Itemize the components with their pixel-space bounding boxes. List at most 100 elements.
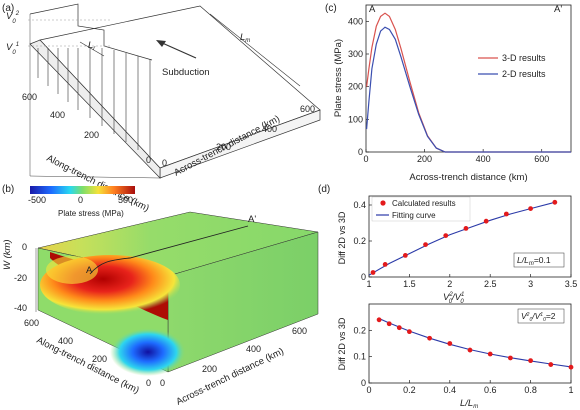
y-tick-label: 0	[361, 272, 366, 282]
colorbar-tick: -500	[28, 195, 46, 205]
data-point	[386, 321, 392, 327]
panel-d: (d) 1 1.5 2 2.5 3 3.5 0 0.2 0.4 Diff 2D vs 3D V2 0/…	[318, 184, 577, 410]
b-x-tick: 400	[246, 344, 261, 354]
x-tick-label: 3.5	[565, 279, 578, 289]
y-tick-label: 200	[348, 82, 363, 92]
legend-marker-calc	[380, 200, 386, 206]
data-point	[427, 335, 432, 341]
y-tick-label: 0.2	[353, 236, 366, 246]
data-point	[370, 270, 376, 275]
y-tick-label: 400	[348, 16, 363, 26]
data-point	[552, 199, 558, 205]
svg-text:V20/V10=2: V20/V10=2	[521, 311, 556, 323]
point-a: A	[86, 265, 93, 276]
data-point	[503, 211, 509, 217]
y-tick-label: 0	[358, 147, 363, 157]
subduction-label: Subduction	[162, 67, 210, 78]
panel-b-label: (b)	[2, 184, 14, 195]
data-point	[407, 329, 412, 335]
b-y-tick: 600	[24, 318, 39, 328]
x-tick-label: 0.6	[484, 385, 497, 395]
b-y-tick: 400	[58, 336, 73, 346]
chart-d-top: 1 1.5 2 2.5 3 3.5 0 0.2 0.4 Diff 2D vs 3D V2 0/V1 0	[337, 195, 578, 305]
stress-cold-field	[110, 328, 186, 376]
data-point	[548, 362, 554, 367]
chart-c: 0 200 400 600 0 100 200 300 400 Across-trench dis…	[333, 4, 572, 183]
d-bottom-x-axis-label: L/Lm	[460, 398, 478, 410]
d-bottom-y-axis-label: Diff 2D vs 3D	[337, 317, 347, 370]
panel-b: (b) -500 0 500 Plate stress (MPa) A A' W…	[2, 184, 319, 408]
svg-text:Lr: Lr	[88, 40, 96, 52]
a-x-tick: 400	[262, 124, 277, 134]
profile-line-a-a-prime	[89, 225, 249, 275]
legend-fit-label: Fitting curve	[392, 211, 436, 220]
panel-a-label: (a)	[2, 3, 14, 14]
v2-label: V02	[6, 11, 20, 25]
b-x-tick: 0	[160, 378, 165, 388]
y-tick-label: 100	[348, 114, 363, 124]
x-tick-label: 0.8	[524, 385, 537, 395]
w-tick: -40	[14, 303, 27, 313]
data-point	[463, 226, 469, 231]
fit-curve	[378, 317, 572, 368]
a-x-tick: 0	[162, 158, 167, 168]
velocity-profile	[29, 3, 153, 61]
x-tick-label: 0	[366, 385, 371, 395]
chart-d-bottom: 0 0.2 0.4 0.6 0.8 1 0 0.1 0.2 Diff 2D vs 3D L/Lm	[337, 303, 574, 410]
y-tick-label: 300	[348, 49, 363, 59]
series-line-3d	[366, 12, 571, 153]
b-x-tick: 600	[292, 326, 307, 336]
point-a-prime: A'	[248, 214, 256, 225]
d-top-annotation: L/Lm=0.1	[513, 252, 565, 268]
data-point	[396, 325, 402, 331]
a-y-axis-label: Along-trench distance (km)	[45, 153, 151, 214]
x-tick-label: 600	[534, 154, 549, 164]
colorbar	[30, 186, 135, 194]
data-point	[568, 364, 574, 370]
panel-c: (c) 0 200 400 600 0 100 200 300 400 Across-trench…	[325, 3, 572, 183]
x-tick-label: 400	[476, 154, 491, 164]
y-tick-label: 0	[361, 378, 366, 388]
lr-dimension: Lr	[79, 40, 105, 57]
svg-text:L/Lm=0.1: L/Lm=0.1	[517, 255, 551, 267]
y-tick-label: 0.2	[353, 325, 366, 335]
fit-curve	[368, 201, 555, 276]
data-point	[443, 233, 449, 239]
d-top-x-axis-label: V2 0/V1 0	[443, 292, 464, 305]
data-point	[467, 347, 473, 353]
a-x-tick: 200	[216, 142, 231, 152]
point-a: A	[369, 4, 376, 15]
x-tick-label: 1	[568, 385, 573, 395]
legend-calc-label: Calculated results	[392, 199, 456, 208]
d-legend: Calculated results Fitting curve	[371, 196, 471, 222]
w-tick: 0	[22, 242, 27, 252]
a-y-tick: 0	[146, 155, 151, 165]
data-point	[382, 262, 388, 267]
v1-label: V01	[6, 42, 19, 56]
x-tick-label: 1.5	[403, 279, 416, 289]
lm-dimension: Lm	[209, 13, 301, 87]
data-point	[423, 242, 428, 248]
a-y-tick: 400	[50, 110, 65, 120]
plot-frame	[368, 195, 572, 278]
x-tick-label: 200	[417, 154, 432, 164]
w-axis-label: W (km)	[2, 239, 13, 270]
panel-a: (a) V02 V01 Lr Lm Sub	[2, 3, 321, 214]
b-y-tick: 0	[146, 378, 151, 388]
data-point	[447, 341, 453, 346]
panel-c-label: (c)	[325, 3, 337, 14]
x-tick-label: 0.4	[444, 385, 457, 395]
y-tick-label: 0.4	[353, 200, 366, 210]
data-point	[483, 218, 489, 224]
legend-label: 3-D results	[502, 53, 546, 63]
plot-frame	[368, 303, 572, 384]
data-point	[376, 317, 382, 323]
x-tick-label: 2.5	[484, 279, 497, 289]
colorbar-tick: 0	[78, 195, 83, 205]
point-a-prime: A'	[554, 4, 562, 15]
x-tick-label: 2	[447, 279, 452, 289]
panel-d-label: (d)	[318, 184, 330, 195]
y-tick-label: 0.1	[353, 352, 366, 362]
a-x-tick: 600	[300, 104, 315, 114]
